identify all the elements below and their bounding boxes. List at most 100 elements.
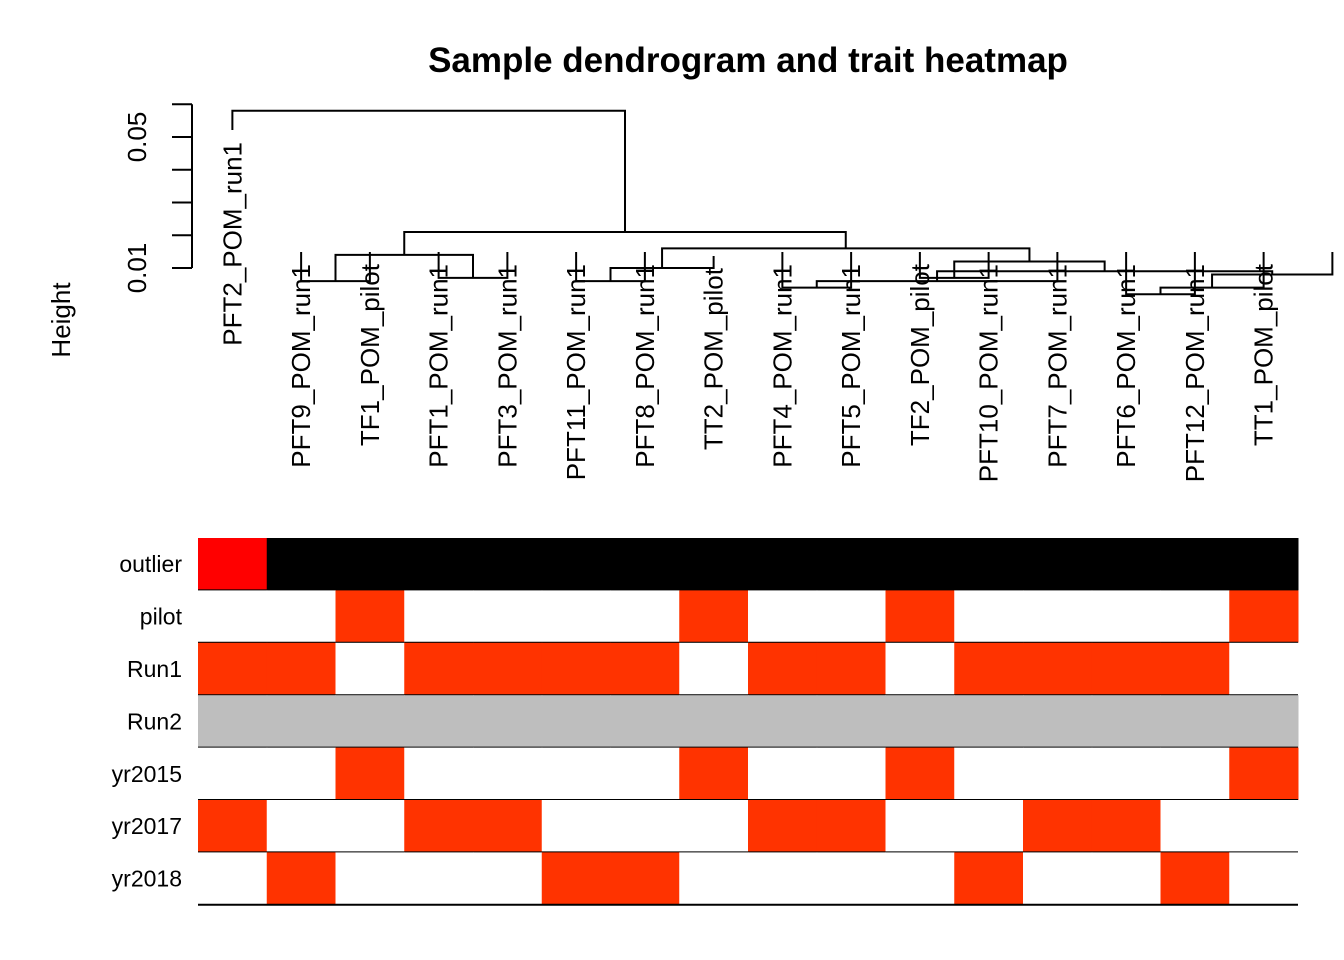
heatmap-cell [266,590,336,643]
heatmap-cell [335,800,405,853]
trait-labels: outlier pilot Run1 Run2 yr2015 yr2017 yr2018 [112,551,183,891]
heatmap-cell [404,695,474,748]
dendrogram [231,109,1334,296]
y-axis-label: Height [46,282,76,358]
heatmap-cell [198,538,268,591]
heatmap-cell [679,590,749,643]
y-tick-label: 0.05 [122,112,152,163]
heatmap-cell [748,695,818,748]
heatmap-cell [404,800,474,853]
heatmap-cell [1229,642,1299,696]
heatmap-cell [1229,852,1299,905]
heatmap-cell [885,747,955,800]
sample-label: PFT10_POM_run1 [974,264,1004,482]
heatmap-cell [266,852,336,905]
heatmap-cell [1091,642,1161,696]
sample-label: PFT1_POM_run1 [424,264,454,468]
sample-label: PFT6_POM_run1 [1111,264,1141,468]
heatmap-cell [610,747,680,800]
sample-label: TT1_POM_pilot [1249,263,1279,446]
heatmap-cell [679,538,749,591]
heatmap-cell [1160,590,1230,643]
heatmap-cell [1023,538,1093,591]
chart-title: Sample dendrogram and trait heatmap [428,41,1068,80]
heatmap-cell [1023,642,1093,696]
heatmap-cell [1160,747,1230,800]
heatmap-cell [404,852,474,905]
trait-label: Run1 [127,656,182,682]
heatmap-cell [1091,590,1161,643]
heatmap-cell [198,590,268,643]
sample-label: PFT12_POM_run1 [1180,264,1210,482]
heatmap-cell [1229,538,1299,591]
sample-label: PFT2_POM_run1 [217,142,247,346]
heatmap-cell [1023,590,1093,643]
heatmap-cell [748,852,818,905]
sample-label: PFT9_POM_run1 [286,264,316,468]
sample-label: PFT5_POM_run1 [836,264,866,468]
heatmap-cell [1023,747,1093,800]
heatmap-cell [473,642,543,696]
dendrogram-merge-15 [403,230,847,255]
heatmap-cell [1091,852,1161,905]
sample-label: TT2_POM_pilot [699,267,729,450]
heatmap-cell [198,642,268,696]
heatmap-cell [954,800,1024,853]
heatmap-cell [198,695,268,748]
heatmap-cell [1160,852,1230,905]
trait-label: yr2015 [112,761,182,787]
heatmap-cell [748,642,818,696]
heatmap-cell [541,695,611,748]
trait-heatmap [198,538,1299,906]
heatmap-cell [954,590,1024,643]
heatmap-cell [266,747,336,800]
heatmap-cell [1229,800,1299,853]
sample-label: TF1_POM_pilot [355,263,385,446]
y-axis: 0.01 0.05 [122,103,193,293]
heatmap-cell [404,590,474,643]
heatmap-cell [541,800,611,853]
heatmap-cell [1091,695,1161,748]
heatmap-cell [610,800,680,853]
heatmap-cell [885,590,955,643]
heatmap-cell [679,642,749,696]
heatmap-cell [266,800,336,853]
heatmap-cell [610,695,680,748]
heatmap-cell [1023,800,1093,853]
heatmap-cell [816,590,886,643]
heatmap-cell [541,538,611,591]
heatmap-cell [885,695,955,748]
trait-label: yr2018 [112,866,182,892]
heatmap-cell [816,695,886,748]
heatmap-cell [679,800,749,853]
heatmap-cell [885,538,955,591]
heatmap-cell [473,538,543,591]
heatmap-cell [1091,538,1161,591]
heatmap-cell [541,747,611,800]
sample-label: PFT3_POM_run1 [492,264,522,468]
sample-labels: PFT2_POM_run1 PFT9_POM_run1 TF1_POM_pilot P… [217,142,1278,482]
heatmap-cell [748,747,818,800]
sample-label: TF2_POM_pilot [905,263,935,446]
heatmap-cell [610,538,680,591]
heatmap-cell [1160,800,1230,853]
heatmap-cell [1091,747,1161,800]
heatmap-cell [1091,800,1161,853]
heatmap-cell [473,800,543,853]
heatmap-cell [541,642,611,696]
heatmap-cell [198,747,268,800]
heatmap-cell [748,538,818,591]
heatmap-cell [885,800,955,853]
heatmap-cell [610,642,680,696]
heatmap-cell [816,747,886,800]
heatmap-cell [679,852,749,905]
heatmap-cell [748,800,818,853]
heatmap-cell [404,642,474,696]
heatmap-cell [335,538,405,591]
sample-label: PFT7_POM_run1 [1042,264,1072,468]
heatmap-cell [473,695,543,748]
heatmap-cell [541,852,611,905]
heatmap-cell [335,642,405,696]
heatmap-cell [473,590,543,643]
